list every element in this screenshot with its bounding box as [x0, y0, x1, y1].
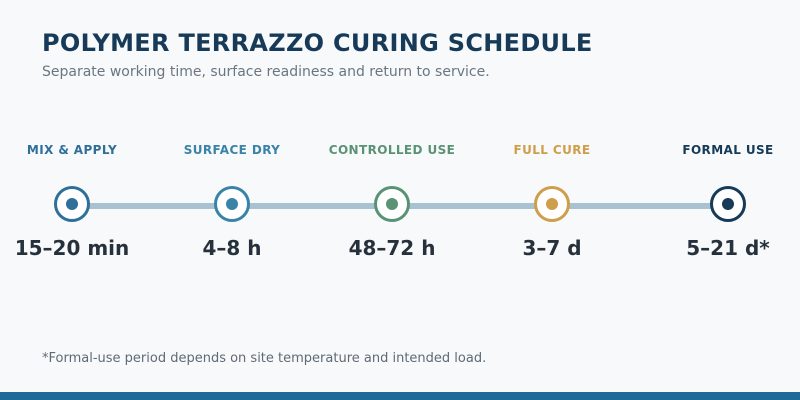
node-dot — [546, 198, 558, 210]
stage-duration: 48–72 h — [348, 236, 436, 260]
stage-node-icon — [710, 186, 746, 222]
stage-duration: 4–8 h — [202, 236, 262, 260]
node-dot — [66, 198, 78, 210]
bottom-accent-bar — [0, 392, 800, 400]
node-dot — [226, 198, 238, 210]
stage-node-icon — [534, 186, 570, 222]
stage-duration: 5–21 d* — [686, 236, 770, 260]
stage-label: CONTROLLED USE — [328, 143, 456, 157]
stage-node-icon — [54, 186, 90, 222]
footnote: *Formal-use period depends on site tempe… — [42, 351, 487, 366]
curing-timeline: MIX & APPLY 15–20 min SURFACE DRY 4–8 h … — [14, 143, 774, 260]
page-title: POLYMER TERRAZZO CURING SCHEDULE — [42, 29, 593, 57]
stage-label: FULL CURE — [513, 143, 591, 157]
stage-node-icon — [374, 186, 410, 222]
stage-duration: 3–7 d — [522, 236, 582, 260]
node-dot — [386, 198, 398, 210]
page-subtitle: Separate working time, surface readiness… — [42, 64, 490, 80]
stage-label: FORMAL USE — [682, 143, 774, 157]
stage-label: MIX & APPLY — [26, 143, 118, 157]
stage-node-icon — [214, 186, 250, 222]
node-dot — [722, 198, 734, 210]
stage-label: SURFACE DRY — [183, 143, 281, 157]
stage-duration: 15–20 min — [14, 236, 130, 260]
